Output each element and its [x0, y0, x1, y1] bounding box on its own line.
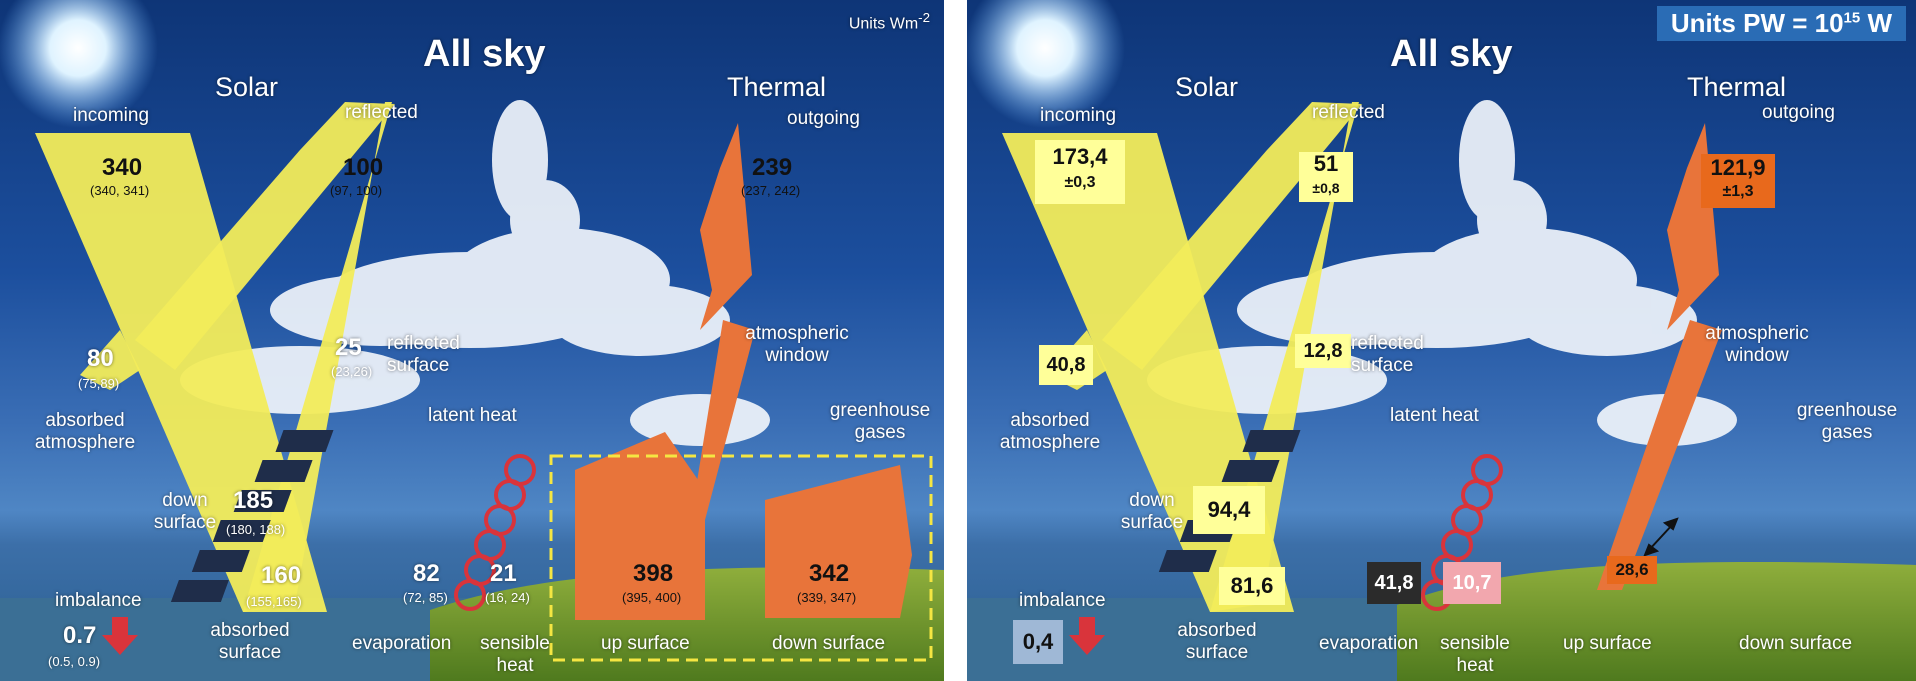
incoming-label: incoming	[1040, 105, 1117, 126]
evaporation-range: (72, 85)	[403, 590, 448, 605]
reflected-label: reflected	[1312, 102, 1385, 123]
reflected-surface-value-box: 12,8	[1295, 334, 1351, 368]
outgoing-label: outgoing	[787, 108, 860, 129]
units-banner: Units PW = 1015 W	[1656, 6, 1906, 41]
evaporation-label: evaporation	[352, 633, 452, 654]
reflected-value: 100	[343, 154, 384, 181]
ground	[1397, 561, 1916, 681]
panel-title: All sky	[423, 33, 546, 75]
up-surface-range: (395, 400)	[622, 590, 682, 605]
cloud-icon	[180, 100, 770, 446]
reflected-surface-range: (23,26)	[331, 364, 373, 379]
imbalance-value-box: 0,4	[1013, 620, 1063, 664]
right-diagram-graphics	[967, 0, 1916, 681]
absorbed-atmosphere-label: absorbed atmosphere	[999, 410, 1101, 453]
panel-title: All sky	[1390, 33, 1513, 75]
atmospheric-window-label: atmospheric window	[1705, 323, 1809, 366]
up-surface-arrow	[575, 432, 705, 620]
reflected-label: reflected	[345, 102, 418, 123]
incoming-value-box: 173,4 ±0,3	[1035, 140, 1125, 204]
imbalance-arrow	[102, 617, 138, 655]
incoming-value: 340	[102, 154, 143, 181]
thermal-heading: Thermal	[727, 72, 827, 102]
sensible-heat-label: sensible heat	[1440, 633, 1510, 676]
down-surface-solar-value: 185	[233, 487, 274, 514]
down-surface-solar-label: down surface	[1120, 490, 1184, 533]
outgoing-label: outgoing	[1762, 102, 1835, 123]
outgoing-value: 239	[752, 154, 793, 181]
outgoing-range: (237, 242)	[741, 183, 801, 198]
solar-heading: Solar	[1175, 72, 1239, 102]
incoming-range: (340, 341)	[90, 183, 150, 198]
down-surface-solar-range: (180, 188)	[226, 522, 286, 537]
cloud-icon	[1147, 100, 1737, 446]
up-surface-label: up surface	[601, 633, 690, 654]
thermal-outgoing-arrow	[700, 123, 752, 330]
evaporation-label: evaporation	[1319, 633, 1419, 654]
latent-heat-arrow	[170, 430, 334, 602]
down-surface-range: (339, 347)	[797, 590, 857, 605]
down-surface-arrow	[765, 465, 912, 618]
atmospheric-window-label: atmospheric window	[745, 323, 849, 366]
incoming-label: incoming	[73, 105, 150, 126]
atmospheric-window-value-box: 28,6	[1607, 556, 1657, 584]
absorbed-atmosphere-arrow	[80, 330, 140, 390]
sun-icon	[0, 0, 158, 128]
evaporation-value: 82	[413, 560, 440, 587]
imbalance-range: (0.5, 0.9)	[48, 654, 101, 669]
latent-heat-label: latent heat	[1390, 405, 1479, 426]
sensible-heat-range: (16, 24)	[485, 590, 530, 605]
evaporation-value-box: 41,8	[1367, 562, 1421, 604]
absorbed-surface-label: absorbed surface	[210, 620, 290, 663]
reflected-surface-label: reflected surface	[1351, 333, 1424, 376]
solar-heading: Solar	[215, 72, 279, 102]
atmospheric-window-arrow	[690, 320, 755, 525]
left-panel-wm2: Units Wm-2 All sky Solar Thermal incomin…	[0, 0, 944, 681]
solar-reflected-main	[135, 102, 395, 370]
sun-icon	[967, 0, 1125, 128]
absorbed-surface-value-box: 81,6	[1219, 567, 1285, 605]
greenhouse-gases-label: greenhouse gases	[1796, 400, 1898, 443]
atmospheric-window-arrow	[1597, 320, 1722, 590]
absorbed-surface-label: absorbed surface	[1177, 620, 1257, 663]
solar-reflected-main	[1102, 102, 1362, 370]
up-surface-value: 398	[633, 560, 674, 587]
down-surface-solar-label: down surface	[153, 490, 217, 533]
double-arrow-icon	[1643, 517, 1679, 557]
right-panel-pw: Units PW = 1015 W All sky Solar Thermal …	[967, 0, 1916, 681]
solar-reflected-arrow	[243, 102, 392, 612]
left-diagram-graphics	[0, 0, 944, 681]
reflected-surface-value: 25	[335, 334, 362, 361]
absorbed-atmosphere-value-box: 40,8	[1039, 345, 1093, 385]
absorbed-atmosphere-value: 80	[87, 345, 114, 372]
imbalance-label: imbalance	[1019, 590, 1106, 611]
down-surface-value: 342	[809, 560, 850, 587]
absorbed-atmosphere-range: (75,89)	[78, 376, 120, 391]
sensible-heat-spiral	[454, 454, 536, 611]
reflected-value-box: 51 ±0,8	[1299, 152, 1353, 202]
sensible-heat-value: 21	[490, 560, 517, 587]
surface-exchange-frame	[549, 454, 933, 662]
outgoing-value-box: 121,9 ±1,3	[1701, 154, 1775, 208]
absorbed-surface-value: 160	[261, 562, 302, 589]
up-surface-label: up surface	[1563, 633, 1652, 654]
greenhouse-gases-label: greenhouse gases	[829, 400, 931, 443]
reflected-range: (97, 100)	[330, 183, 383, 198]
down-surface-label: down surface	[772, 633, 886, 654]
solar-reflected-arrow	[1210, 102, 1359, 612]
thermal-heading: Thermal	[1687, 72, 1787, 102]
units-label: Units Wm-2	[848, 10, 930, 33]
absorbed-surface-range: (155,165)	[246, 594, 302, 609]
imbalance-label: imbalance	[55, 590, 142, 611]
sensible-heat-value-box: 10,7	[1443, 562, 1501, 604]
sensible-heat-label: sensible heat	[480, 633, 550, 676]
down-surface-label: down surface	[1739, 633, 1853, 654]
imbalance-value: 0.7	[63, 622, 97, 649]
imbalance-arrow	[1069, 617, 1105, 655]
down-surface-solar-value-box: 94,4	[1193, 486, 1265, 534]
latent-heat-label: latent heat	[428, 405, 517, 426]
reflected-surface-label: reflected surface	[387, 333, 460, 376]
absorbed-atmosphere-label: absorbed atmosphere	[34, 410, 136, 453]
